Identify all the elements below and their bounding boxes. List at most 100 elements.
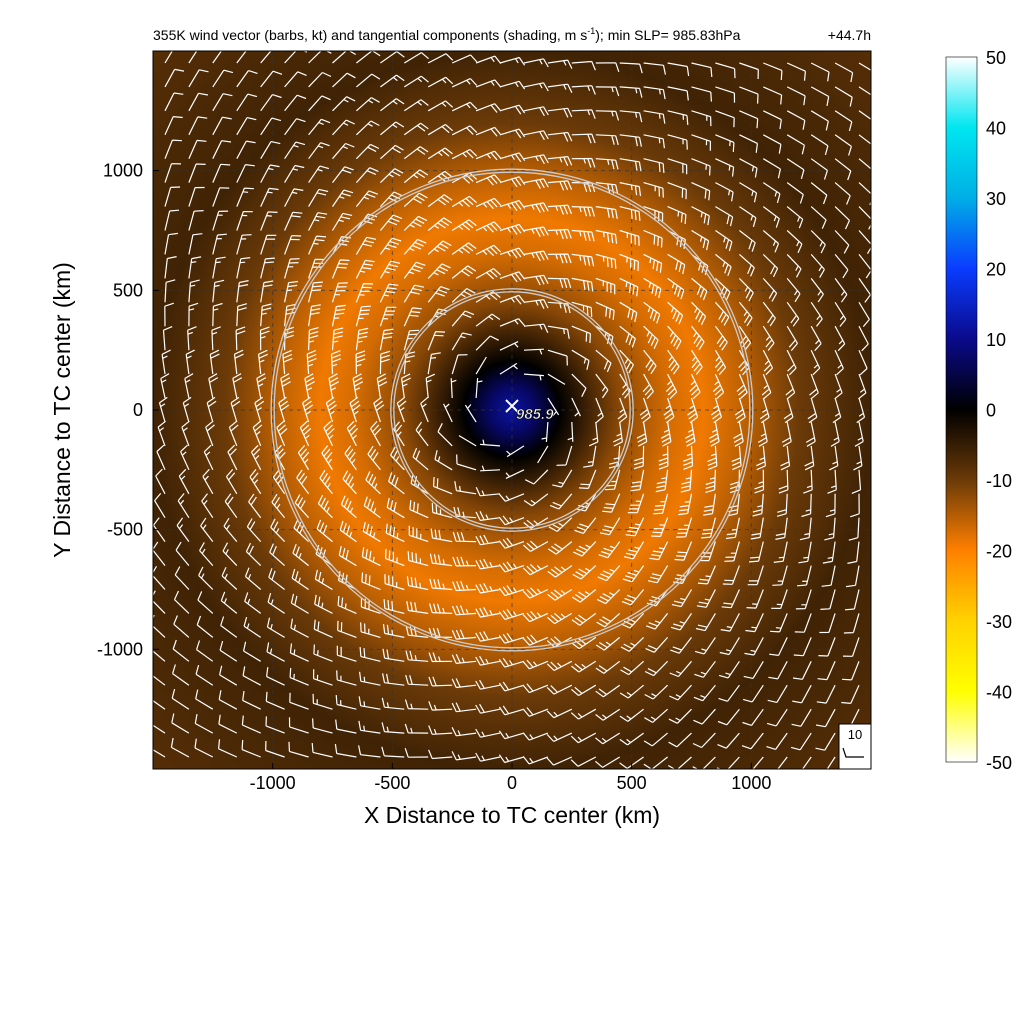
wind-barb [571,612,597,626]
y-tick-label: 500 [113,280,143,300]
wind-barb [623,541,645,560]
wind-barb [404,723,429,734]
wind-barb [382,623,405,638]
wind-barb [608,445,621,469]
wind-barb [797,565,812,587]
wind-barb [451,242,477,255]
wind-barb [355,259,375,279]
wind-barb [403,122,429,136]
wind-barb [182,396,192,423]
wind-barb [498,705,525,716]
wind-barb [236,164,255,183]
wind-barb [810,301,823,327]
wind-barb [767,684,788,703]
wind-barb [475,703,501,714]
wind-barb [573,541,597,557]
range-rings [270,168,754,652]
wind-barb [715,158,735,177]
wind-barb [619,684,644,699]
wind-barb [709,421,720,447]
wind-barb [206,396,217,423]
wind-barb [595,732,621,745]
wind-barb [184,373,194,399]
wind-barb [308,188,329,207]
wind-barb [676,517,693,538]
wind-barb [858,62,871,71]
wind-barb [260,164,280,183]
wind-barb [685,421,696,447]
wind-barb [406,576,429,591]
wind-barb [547,325,570,339]
wind-barb [762,230,780,253]
wind-barb [643,206,664,223]
wind-barb [321,445,334,471]
time-label: +44.7h [828,27,871,43]
wind-barb [268,568,285,590]
wind-barb [153,614,166,638]
wind-barb [175,541,190,566]
wind-barb [451,605,477,616]
wind-barb [379,168,404,184]
wind-barb [451,54,478,64]
wind-barb [671,589,693,608]
x-tick-label: 0 [507,773,517,793]
wind-barb [451,219,477,232]
wind-barb [858,349,868,376]
wind-barb [428,652,453,663]
wind-barb [619,708,644,722]
wind-barb [645,613,669,630]
wind-barb [742,708,764,726]
wind-barb [289,692,309,710]
wind-barb [843,613,860,634]
wind-barb [156,444,166,471]
wind-barb [194,713,214,734]
wind-barb [834,86,853,107]
wind-barb [571,397,581,417]
wind-barb [667,325,682,350]
wind-barb [619,134,642,147]
wind-barb [736,373,748,400]
wind-barb [317,494,333,519]
wind-barb [762,349,774,376]
wind-barb [153,675,166,686]
wind-barb [771,589,788,609]
wind-barb [622,565,645,583]
wind-barb [727,493,740,517]
wind-barb [355,120,380,136]
wind-barb [848,517,860,541]
wind-barb [308,95,331,112]
wind-barb [195,664,214,686]
wind-barb [409,500,429,519]
wind-barb [643,301,661,324]
wind-barb [316,519,333,543]
wind-barb [427,331,446,351]
wind-barb [164,232,178,255]
wind-barb [858,86,871,96]
wind-barb [222,542,238,567]
wind-barb [338,571,357,591]
wind-barb [236,93,258,112]
wind-barb [691,206,710,226]
wind-barb [613,421,623,447]
wind-barb [383,599,405,614]
wind-barb [791,708,812,727]
wind-barb [331,212,353,231]
wind-barb [153,699,166,710]
wind-barb [571,133,596,144]
wind-barb [270,518,286,543]
wind-barb [334,744,357,758]
wind-barb [744,637,764,656]
wind-barb [858,301,870,327]
wind-barb [181,420,190,447]
wind-barb [574,517,597,534]
wind-barb [212,256,226,279]
wind-barb [232,373,243,399]
wind-barb [475,335,499,351]
wind-barb [746,589,764,609]
wind-barb [522,756,549,765]
wind-barb [639,397,651,424]
wind-barb [379,283,399,303]
colorbar-tick-label: -10 [986,471,1012,491]
x-tick-label: 500 [617,773,647,793]
